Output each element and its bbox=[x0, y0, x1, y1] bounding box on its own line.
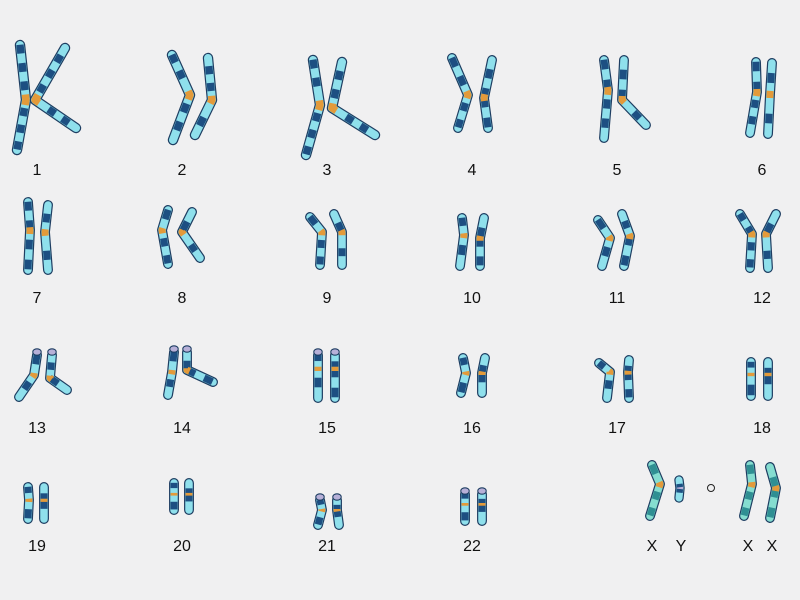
chromosome-pair-11 bbox=[593, 209, 635, 271]
chromosome-pair-7 bbox=[23, 197, 53, 275]
chromosome-label-9: 9 bbox=[322, 290, 332, 307]
chromosome-label-1: 1 bbox=[32, 162, 42, 179]
chromosome-label-13: 13 bbox=[28, 420, 46, 437]
chromosome-pair-2 bbox=[166, 49, 218, 146]
chromosome-pair-9 bbox=[305, 209, 347, 270]
chromosome-label-2: 2 bbox=[177, 162, 187, 179]
chromosome-pair-20 bbox=[169, 478, 194, 515]
chromosome-pair-1 bbox=[11, 39, 82, 156]
chromosome-pair-6 bbox=[745, 57, 777, 139]
chromosome-pair-21 bbox=[313, 493, 344, 530]
chromosome-pair-8 bbox=[157, 205, 205, 269]
chromosome-pair-3 bbox=[300, 54, 381, 161]
chromosome-label-5: 5 bbox=[612, 162, 622, 179]
chromosome-label-12: 12 bbox=[753, 290, 771, 307]
chromosome-pair-5 bbox=[599, 55, 651, 143]
chromosome-pair-16 bbox=[456, 353, 490, 398]
chromosome-label-17: 17 bbox=[608, 420, 626, 437]
chromosome-label-14: 14 bbox=[173, 420, 191, 437]
chromosome-label-10: 10 bbox=[463, 290, 481, 307]
chromosome-label-19: 19 bbox=[28, 538, 46, 555]
chromosome-label-22: 22 bbox=[463, 538, 481, 555]
chromosome-pair-10 bbox=[455, 213, 489, 271]
chromosome-label-21: 21 bbox=[318, 538, 336, 555]
chromosome-pair-19 bbox=[23, 482, 49, 524]
chromosome-label-4: 4 bbox=[467, 162, 477, 179]
chromosome-label-11: 11 bbox=[608, 290, 626, 307]
chromosome-label-6: 6 bbox=[757, 162, 767, 179]
sex-label-male-x: X bbox=[646, 538, 658, 555]
chromosome-label-20: 20 bbox=[173, 538, 191, 555]
chromosome-label-18: 18 bbox=[753, 420, 771, 437]
chromosome-label-7: 7 bbox=[32, 290, 42, 307]
chromosome-label-16: 16 bbox=[463, 420, 481, 437]
chromosome-label-3: 3 bbox=[322, 162, 332, 179]
chromosome-pair-22 bbox=[460, 487, 487, 526]
chromosome-pair-17 bbox=[594, 355, 634, 403]
chromosome-label-15: 15 bbox=[318, 420, 336, 437]
chromosome-label-8: 8 bbox=[177, 290, 187, 307]
sex-label-female-x1: X bbox=[742, 538, 754, 555]
chromosome-pair-13 bbox=[14, 348, 72, 402]
chromosome-pair-4 bbox=[447, 53, 497, 133]
male-sex-chromosomes bbox=[645, 460, 685, 521]
separator-circle-icon bbox=[707, 484, 715, 492]
sex-label-female-x2: X bbox=[766, 538, 778, 555]
female-sex-chromosomes bbox=[739, 460, 781, 523]
chromosome-pair-12 bbox=[735, 209, 781, 273]
chromosome-pair-18 bbox=[746, 357, 773, 401]
chromosome-pair-15 bbox=[313, 348, 340, 403]
chromosome-pair-14 bbox=[163, 345, 218, 400]
sex-label-male-y: Y bbox=[675, 538, 687, 555]
